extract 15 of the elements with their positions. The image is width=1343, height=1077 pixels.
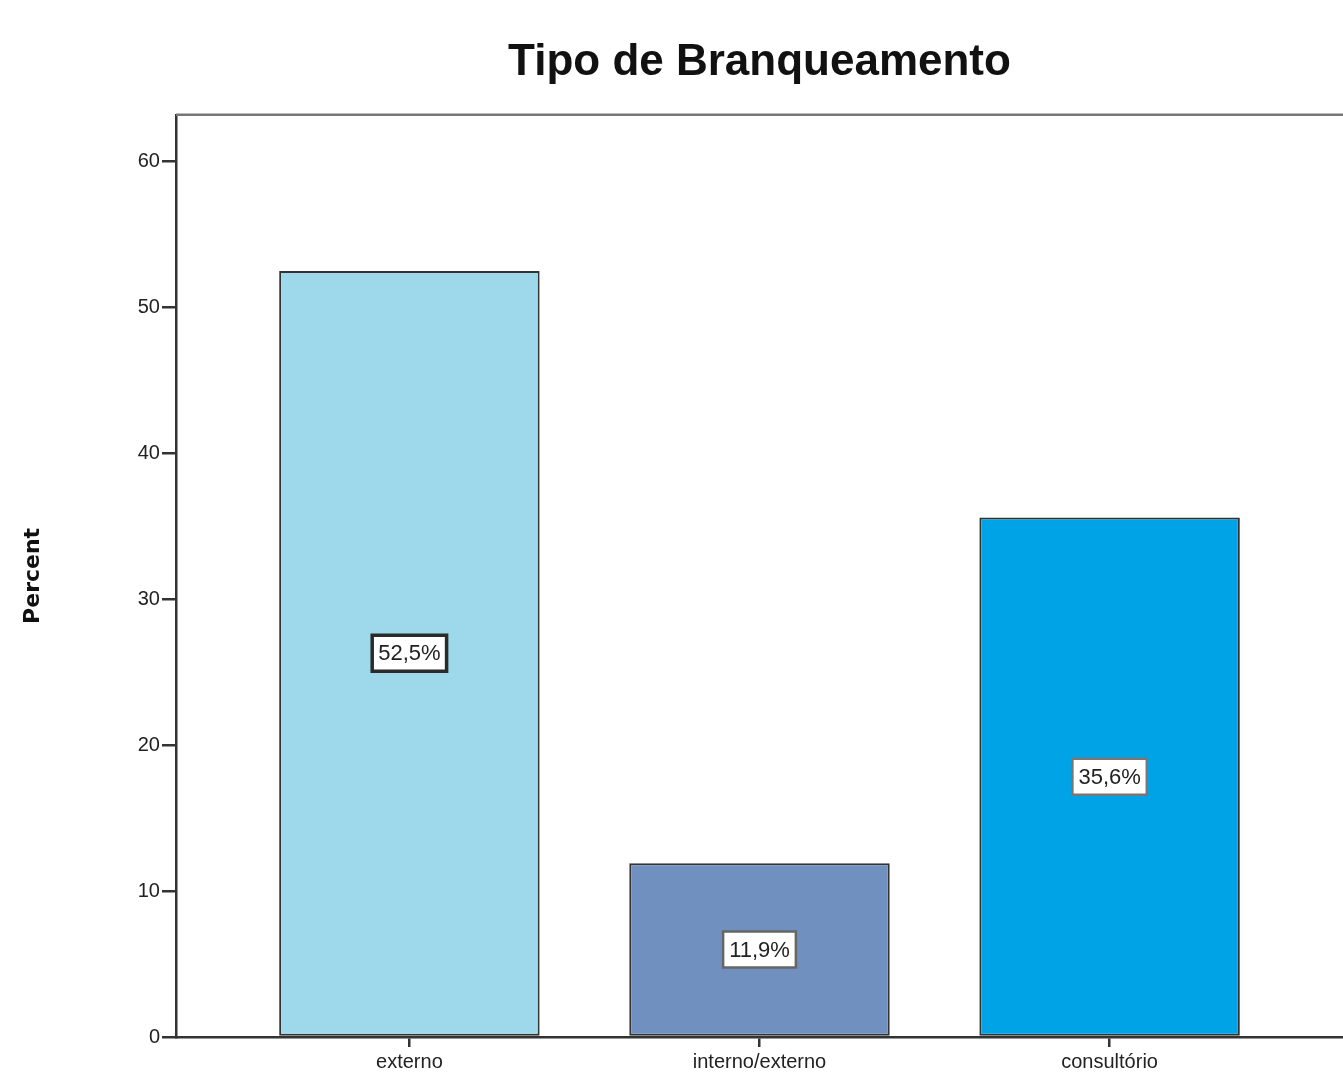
y-tick-label: 60 <box>137 149 160 172</box>
data-label: 35,6% <box>1078 763 1141 789</box>
chart-title: Tipo de Branqueamento <box>508 34 1011 84</box>
y-tick-label: 50 <box>137 294 160 317</box>
y-tick-label: 40 <box>137 440 160 463</box>
data-label: 52,5% <box>378 640 441 666</box>
y-tick-label: 30 <box>137 586 160 609</box>
x-tick-label: externo <box>376 1049 443 1072</box>
x-tick-label: interno/externo <box>692 1049 827 1072</box>
y-axis-title: Percent <box>18 527 44 624</box>
y-tick-label: 10 <box>137 878 160 901</box>
y-tick-label: 20 <box>137 732 160 755</box>
y-tick-label: 0 <box>148 1024 160 1047</box>
data-label: 11,9% <box>729 936 790 962</box>
x-tick-label: consultório <box>1061 1049 1158 1072</box>
